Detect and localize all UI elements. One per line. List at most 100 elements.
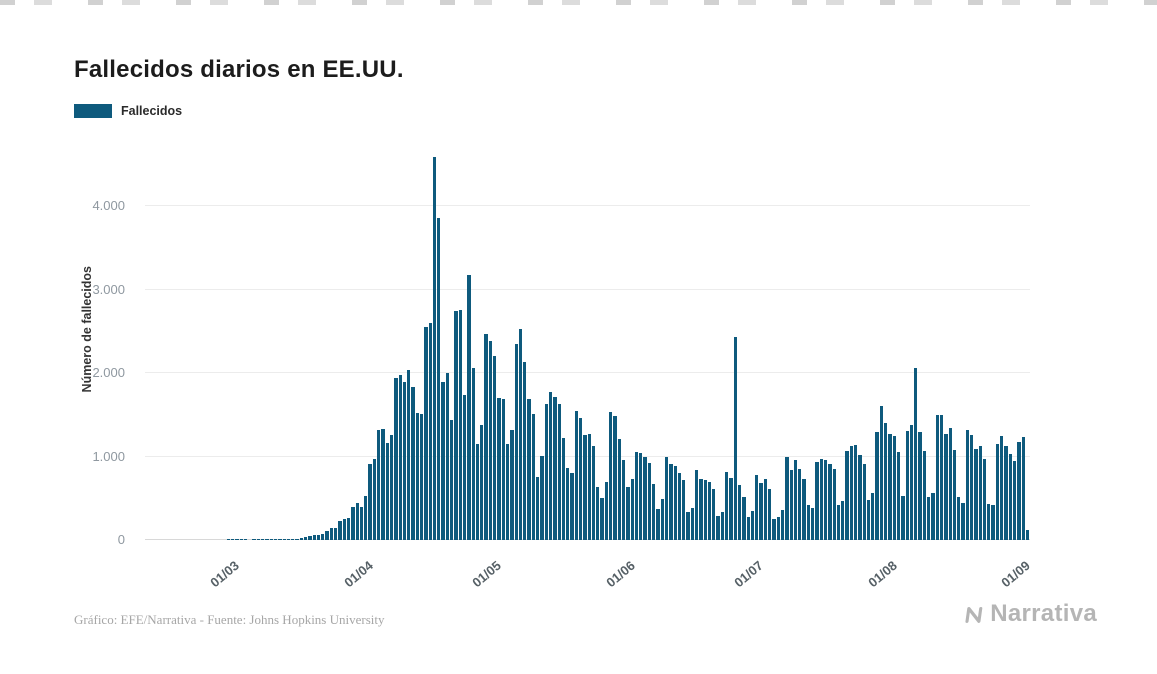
bar[interactable] bbox=[1012, 461, 1017, 540]
bar[interactable] bbox=[909, 424, 914, 540]
bar[interactable] bbox=[424, 326, 428, 540]
bar[interactable] bbox=[566, 467, 570, 540]
bar[interactable] bbox=[896, 452, 901, 540]
bar[interactable] bbox=[454, 310, 458, 540]
bar[interactable] bbox=[888, 434, 892, 540]
bar[interactable] bbox=[974, 448, 978, 540]
bar[interactable] bbox=[811, 508, 815, 540]
bar[interactable] bbox=[540, 455, 544, 540]
bar[interactable] bbox=[394, 378, 398, 540]
bar[interactable] bbox=[308, 536, 312, 540]
bar[interactable] bbox=[987, 504, 991, 540]
bar[interactable] bbox=[235, 538, 239, 540]
bar[interactable] bbox=[935, 414, 939, 540]
bar[interactable] bbox=[557, 403, 561, 540]
bar[interactable] bbox=[939, 414, 944, 540]
bar[interactable] bbox=[531, 414, 536, 540]
bar[interactable] bbox=[836, 504, 841, 540]
bar[interactable] bbox=[600, 498, 604, 540]
bar[interactable] bbox=[372, 459, 377, 540]
bar[interactable] bbox=[832, 469, 836, 540]
bar[interactable] bbox=[660, 499, 664, 540]
bar[interactable] bbox=[755, 475, 759, 540]
bar[interactable] bbox=[686, 512, 690, 540]
bar[interactable] bbox=[338, 521, 342, 540]
bar[interactable] bbox=[733, 336, 737, 540]
bar[interactable] bbox=[647, 463, 652, 540]
bar[interactable] bbox=[591, 446, 596, 540]
bar[interactable] bbox=[282, 538, 286, 540]
bar[interactable] bbox=[677, 473, 682, 540]
bar[interactable] bbox=[712, 489, 716, 540]
bar[interactable] bbox=[918, 432, 922, 540]
bar[interactable] bbox=[780, 510, 785, 540]
bar[interactable] bbox=[402, 381, 407, 540]
bar[interactable] bbox=[995, 444, 1000, 540]
bar[interactable] bbox=[759, 483, 763, 540]
bar[interactable] bbox=[239, 538, 243, 540]
bar[interactable] bbox=[415, 412, 419, 540]
bar[interactable] bbox=[321, 534, 325, 540]
bar[interactable] bbox=[664, 456, 669, 540]
bar[interactable] bbox=[656, 508, 660, 540]
bar[interactable] bbox=[252, 538, 256, 540]
bar[interactable] bbox=[514, 344, 518, 540]
legend[interactable]: Fallecidos bbox=[74, 104, 182, 118]
bar[interactable] bbox=[501, 398, 505, 540]
bar[interactable] bbox=[613, 416, 617, 540]
bar[interactable] bbox=[785, 457, 789, 540]
bar[interactable] bbox=[428, 323, 432, 540]
bar[interactable] bbox=[1004, 446, 1008, 540]
bar[interactable] bbox=[862, 464, 866, 540]
bar[interactable] bbox=[626, 486, 630, 540]
bar[interactable] bbox=[845, 450, 849, 540]
bar[interactable] bbox=[922, 451, 927, 540]
bar[interactable] bbox=[1000, 435, 1004, 540]
bar[interactable] bbox=[261, 538, 265, 540]
bar[interactable] bbox=[931, 492, 935, 540]
bar[interactable] bbox=[927, 497, 931, 540]
bar[interactable] bbox=[411, 387, 415, 540]
bar[interactable] bbox=[505, 443, 510, 540]
bar[interactable] bbox=[548, 392, 553, 540]
bar[interactable] bbox=[604, 482, 609, 540]
bar[interactable] bbox=[914, 368, 918, 540]
bar[interactable] bbox=[536, 477, 540, 540]
bar[interactable] bbox=[497, 398, 501, 540]
bar[interactable] bbox=[952, 449, 957, 540]
bar[interactable] bbox=[467, 274, 471, 540]
bar[interactable] bbox=[901, 495, 905, 540]
bar[interactable] bbox=[325, 530, 329, 540]
bar[interactable] bbox=[303, 536, 308, 540]
bar[interactable] bbox=[364, 496, 368, 540]
bar[interactable] bbox=[1017, 442, 1021, 540]
bar[interactable] bbox=[871, 493, 875, 540]
bar[interactable] bbox=[725, 471, 729, 540]
bar[interactable] bbox=[398, 375, 402, 540]
bar[interactable] bbox=[823, 459, 828, 540]
bar[interactable] bbox=[884, 422, 888, 540]
bar[interactable] bbox=[437, 218, 441, 540]
bar[interactable] bbox=[312, 535, 316, 540]
bar[interactable] bbox=[295, 538, 299, 540]
bar[interactable] bbox=[583, 434, 587, 540]
bar[interactable] bbox=[819, 458, 823, 540]
bar[interactable] bbox=[278, 538, 282, 540]
bar[interactable] bbox=[1021, 436, 1025, 540]
bar[interactable] bbox=[609, 412, 613, 540]
bar[interactable] bbox=[849, 445, 853, 540]
bar[interactable] bbox=[617, 438, 621, 540]
bar[interactable] bbox=[342, 519, 346, 540]
bar[interactable] bbox=[772, 518, 776, 540]
bar[interactable] bbox=[682, 480, 686, 540]
bar[interactable] bbox=[652, 483, 656, 540]
bar[interactable] bbox=[420, 414, 424, 540]
bar[interactable] bbox=[1025, 530, 1030, 540]
bar[interactable] bbox=[961, 502, 965, 540]
bar[interactable] bbox=[265, 538, 269, 540]
bar[interactable] bbox=[578, 418, 583, 540]
bar[interactable] bbox=[286, 538, 291, 540]
bar[interactable] bbox=[441, 382, 445, 540]
bar[interactable] bbox=[527, 399, 531, 540]
bar[interactable] bbox=[273, 538, 278, 540]
